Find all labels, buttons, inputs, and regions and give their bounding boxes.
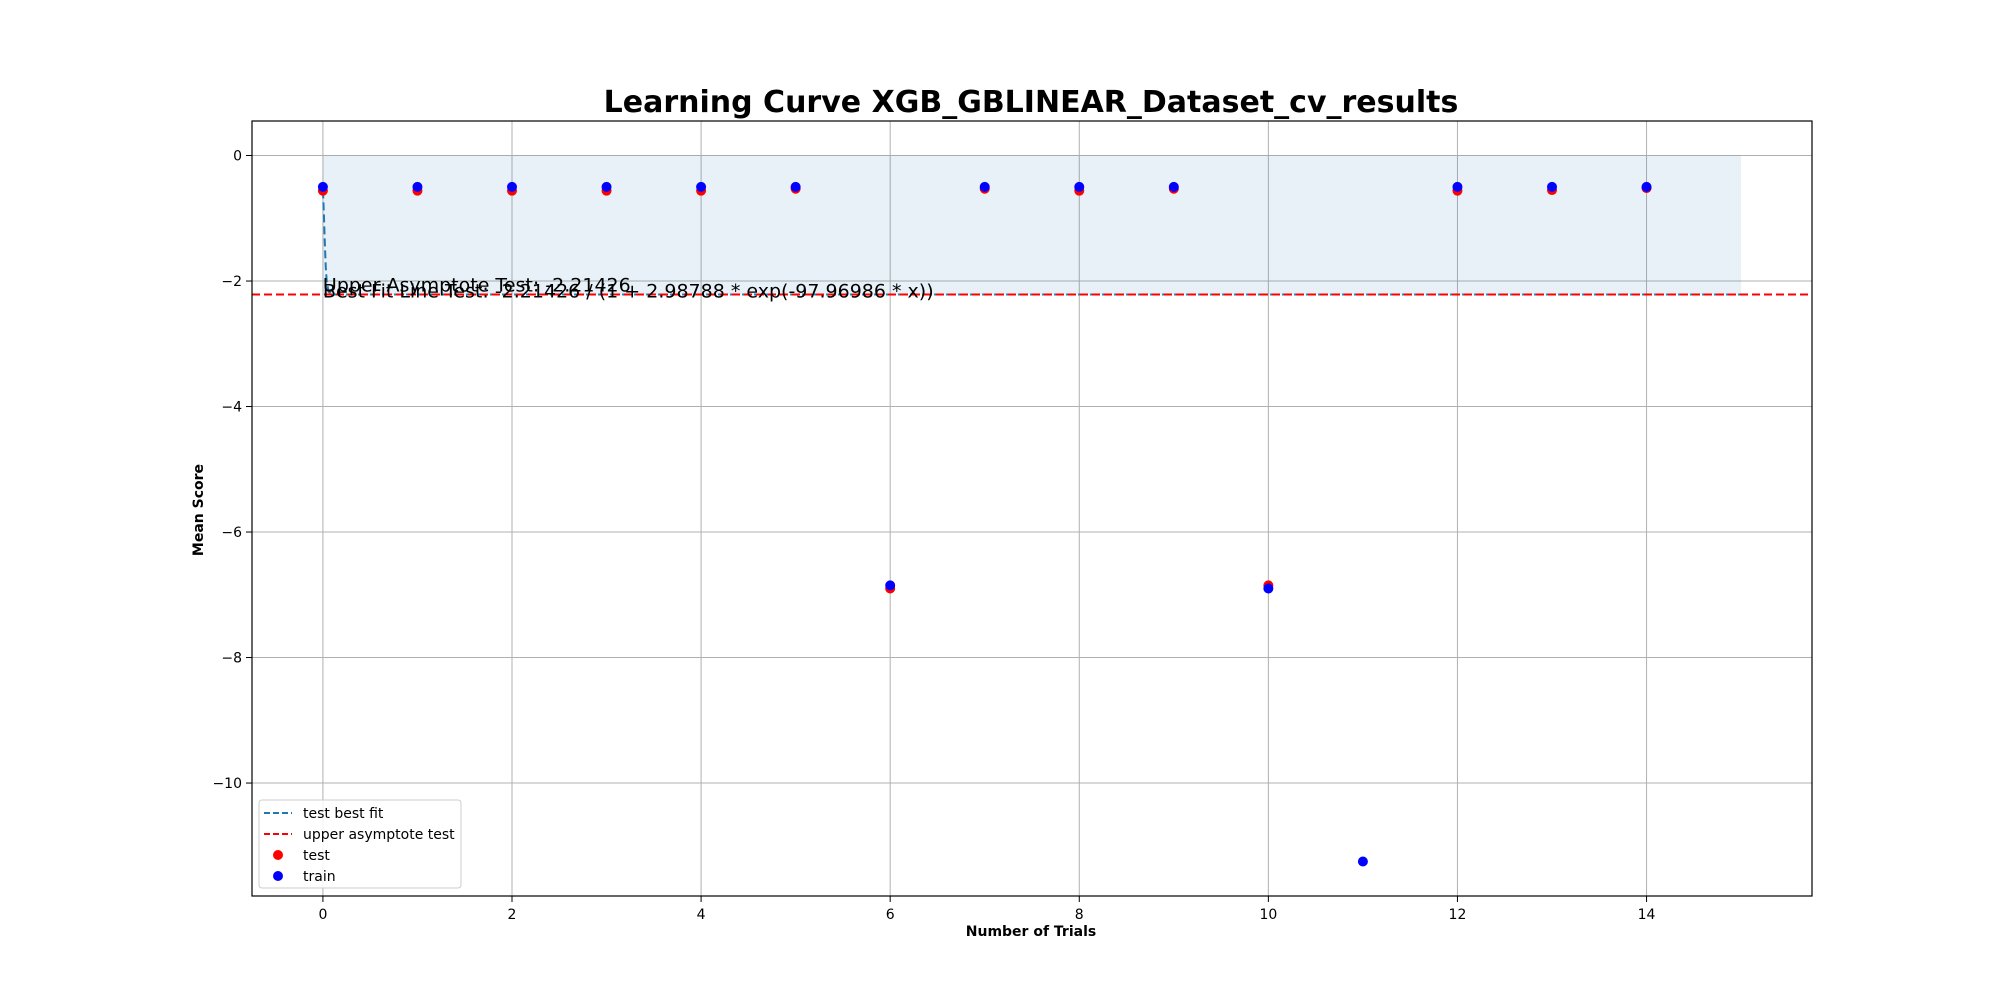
- legend-marker-train: [273, 871, 283, 881]
- x-tick-label: 6: [886, 907, 895, 923]
- x-tick-label: 2: [508, 907, 517, 923]
- x-tick-label: 12: [1449, 907, 1467, 923]
- point-train: [601, 181, 612, 192]
- point-train: [507, 181, 517, 192]
- legend-label-train: train: [303, 869, 336, 885]
- chart-title: Learning Curve XGB_GBLINEAR_Dataset_cv_r…: [604, 85, 1459, 120]
- y-tick-label: −4: [221, 400, 242, 416]
- point-train: [1641, 181, 1652, 192]
- point-train: [979, 181, 990, 192]
- x-tick-label: 0: [318, 907, 327, 923]
- point-train: [885, 580, 896, 591]
- point-train: [1547, 181, 1557, 192]
- shaded-region: [322, 155, 1742, 295]
- annotation-0: Upper Asymptote Test: -2.21426: [323, 274, 631, 296]
- legend-marker-test: [273, 850, 283, 860]
- point-train: [317, 181, 328, 192]
- annotation-1: Best Fit Line Test: -2.21426 / (1 + 2.98…: [323, 280, 934, 302]
- axes-frame: [251, 120, 1813, 897]
- x-tick-label: 4: [697, 907, 706, 923]
- point-train: [1074, 181, 1085, 192]
- best-fit-line: [321, 190, 1742, 296]
- legend-label-test best fit: test best fit: [303, 806, 384, 822]
- legend-label-test: test: [303, 848, 330, 864]
- point-train: [412, 181, 423, 192]
- legend: test best fit upper asymptote test test tra…: [258, 799, 462, 889]
- y-tick-label: −10: [212, 776, 242, 792]
- x-axis-label: Number of Trials: [966, 924, 1096, 940]
- y-tick-label: −8: [221, 651, 242, 667]
- y-tick-label: −6: [221, 525, 242, 541]
- x-tick-label: 14: [1638, 907, 1656, 923]
- point-train: [1168, 181, 1179, 192]
- y-tick-label: 0: [233, 149, 242, 165]
- point-train: [790, 181, 801, 192]
- x-tick-label: 8: [1075, 907, 1084, 923]
- y-tick-label: −2: [221, 274, 242, 290]
- y-axis-label: Mean Score: [191, 464, 207, 556]
- point-train: [696, 181, 707, 192]
- x-tick-label: 10: [1259, 907, 1277, 923]
- point-train: [1263, 583, 1274, 594]
- legend-box: [258, 799, 462, 889]
- legend-label-upper asymptote test: upper asymptote test: [303, 827, 455, 843]
- point-train: [1357, 856, 1368, 867]
- point-train: [1452, 181, 1463, 192]
